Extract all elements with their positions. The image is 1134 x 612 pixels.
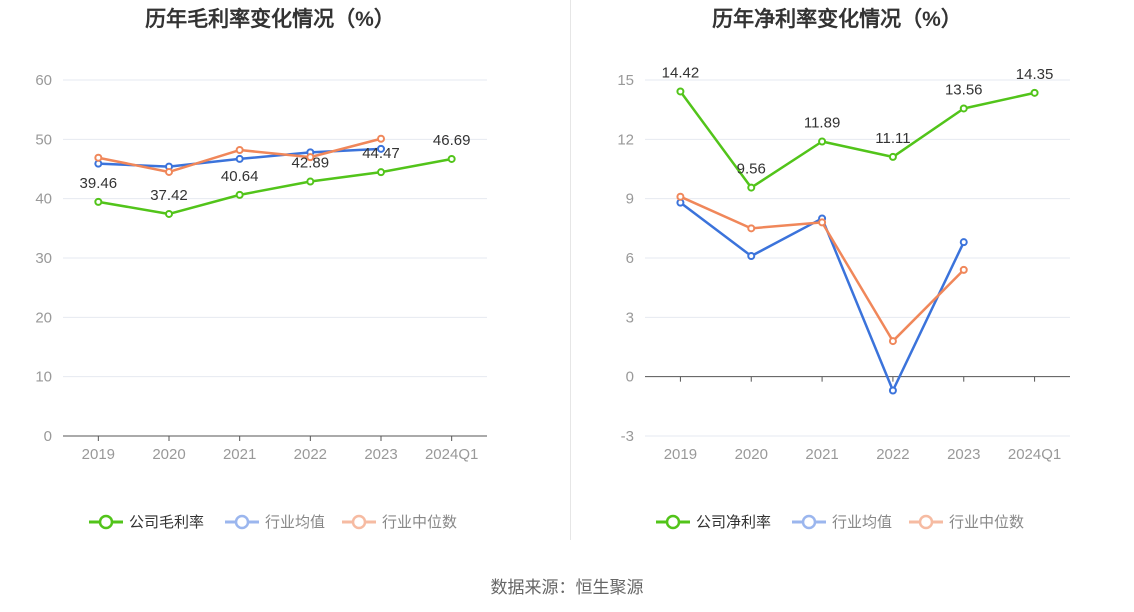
legend-marker bbox=[351, 514, 367, 530]
chart-title: 历年毛利率变化情况（%） bbox=[145, 7, 395, 31]
y-tick-label: -3 bbox=[621, 428, 634, 445]
y-tick-label: 3 bbox=[626, 309, 634, 326]
legend-label: 行业中位数 bbox=[949, 514, 1024, 531]
x-tick-label: 2022 bbox=[294, 446, 327, 463]
data-point bbox=[306, 177, 315, 186]
data-point bbox=[676, 192, 685, 201]
y-tick-label: 30 bbox=[35, 250, 52, 267]
data-point bbox=[1030, 88, 1039, 97]
data-point bbox=[747, 224, 756, 233]
data-point bbox=[377, 134, 385, 143]
series-line-gross-0 bbox=[98, 157, 452, 216]
legend-label: 行业均值 bbox=[265, 514, 325, 531]
series-line-net-1 bbox=[679, 201, 965, 392]
net-margin-chart: 历年净利率变化情况（%） -3 0 3 6 9 12 15 2019 2020 2021 2022 20… bbox=[567, 0, 1134, 560]
x-tick-label: 2024Q1 bbox=[1008, 446, 1061, 463]
data-point bbox=[818, 137, 827, 146]
y-tick-label: 12 bbox=[617, 131, 634, 148]
data-label: 9.56 bbox=[737, 161, 766, 178]
data-label: 46.69 bbox=[433, 132, 471, 149]
y-tick-label: 9 bbox=[626, 191, 634, 208]
data-point bbox=[165, 209, 173, 218]
legend-marker bbox=[918, 514, 934, 530]
legend-label: 公司毛利率 bbox=[129, 514, 204, 531]
y-tick-label: 10 bbox=[35, 369, 52, 386]
y-tick-label: 0 bbox=[626, 369, 634, 386]
gross-margin-chart-svg: 历年毛利率变化情况（%） 0 10 20 30 40 50 60 2019 2020 2021 202… bbox=[35, 7, 487, 531]
data-label: 13.56 bbox=[945, 81, 983, 98]
data-label: 44.47 bbox=[362, 145, 400, 162]
legend-marker bbox=[234, 514, 250, 530]
data-point bbox=[306, 153, 315, 162]
data-point bbox=[888, 152, 897, 161]
chart-title: 历年净利率变化情况（%） bbox=[712, 7, 962, 31]
data-label: 39.46 bbox=[80, 175, 118, 192]
legend-marker bbox=[665, 514, 681, 530]
data-label: 42.89 bbox=[292, 155, 330, 172]
x-tick-label: 2021 bbox=[805, 446, 838, 463]
data-point bbox=[747, 183, 756, 192]
net-margin-chart-svg: 历年净利率变化情况（%） -3 0 3 6 9 12 15 2019 2020 2021 2022 20… bbox=[617, 7, 1070, 531]
x-tick-label: 2022 bbox=[876, 446, 909, 463]
data-label: 37.42 bbox=[150, 187, 188, 204]
data-point bbox=[94, 153, 103, 162]
x-tick-label: 2024Q1 bbox=[425, 446, 478, 463]
y-tick-label: 0 bbox=[44, 428, 52, 445]
data-point bbox=[165, 167, 173, 176]
data-point bbox=[888, 337, 897, 346]
legend-marker bbox=[98, 514, 114, 530]
series-line-net-0 bbox=[679, 90, 1035, 189]
data-label: 14.42 bbox=[662, 64, 700, 81]
data-point bbox=[377, 144, 385, 153]
y-tick-label: 20 bbox=[35, 309, 52, 326]
data-point bbox=[235, 154, 244, 163]
data-point bbox=[747, 252, 756, 261]
data-point bbox=[676, 87, 685, 96]
x-tick-label: 2020 bbox=[735, 446, 768, 463]
data-label: 14.35 bbox=[1016, 66, 1054, 83]
legend-marker bbox=[801, 514, 817, 530]
data-point bbox=[959, 238, 968, 247]
data-point bbox=[94, 197, 103, 206]
x-tick-label: 2023 bbox=[947, 446, 980, 463]
data-point bbox=[235, 190, 244, 199]
data-label: 11.11 bbox=[875, 130, 910, 147]
gross-margin-chart: 历年毛利率变化情况（%） 0 10 20 30 40 50 60 2019 2020 2021 202… bbox=[0, 0, 567, 560]
legend-label: 公司净利率 bbox=[696, 514, 771, 531]
data-source-note: 数据来源：恒生聚源 bbox=[490, 578, 644, 597]
data-point bbox=[888, 386, 897, 395]
y-tick-label: 60 bbox=[35, 72, 52, 89]
data-point bbox=[818, 218, 827, 227]
data-point bbox=[377, 168, 385, 177]
legend-label: 行业均值 bbox=[832, 514, 892, 531]
data-point bbox=[235, 146, 244, 155]
y-tick-label: 15 bbox=[617, 72, 634, 89]
data-label: 11.89 bbox=[804, 115, 840, 132]
x-tick-label: 2023 bbox=[364, 446, 397, 463]
y-tick-label: 50 bbox=[35, 131, 52, 148]
y-tick-label: 40 bbox=[35, 191, 52, 208]
data-point bbox=[959, 104, 968, 113]
x-tick-label: 2020 bbox=[152, 446, 185, 463]
legend-label: 行业中位数 bbox=[382, 514, 457, 531]
data-label: 40.64 bbox=[221, 168, 259, 185]
x-tick-label: 2019 bbox=[82, 446, 115, 463]
data-point bbox=[959, 265, 968, 274]
y-tick-label: 6 bbox=[626, 250, 634, 267]
x-tick-label: 2021 bbox=[223, 446, 256, 463]
x-tick-label: 2019 bbox=[664, 446, 697, 463]
panel-divider bbox=[570, 0, 571, 540]
data-point bbox=[447, 154, 456, 163]
